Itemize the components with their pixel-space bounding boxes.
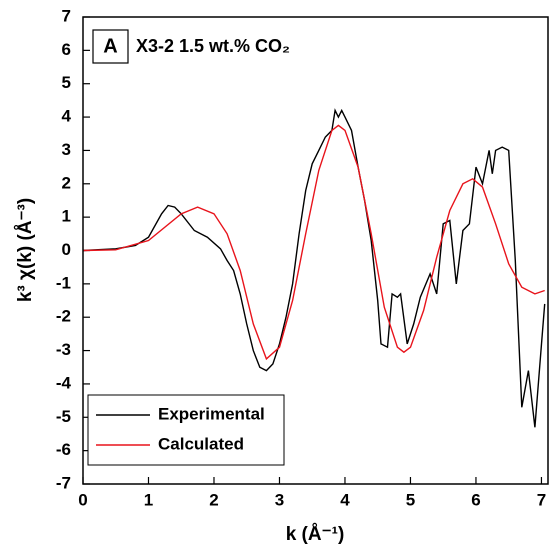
y-tick-label: -2 — [56, 307, 71, 326]
x-tick-label: 1 — [144, 490, 153, 509]
y-tick-label: -7 — [56, 473, 71, 492]
annotation-text: X3-2 1.5 wt.% CO₂ — [136, 36, 290, 56]
x-tick-label: 0 — [78, 490, 87, 509]
y-tick-label: -5 — [56, 407, 71, 426]
legend-box — [87, 394, 285, 466]
y-tick-label: 5 — [62, 73, 71, 92]
x-tick-label: 6 — [471, 490, 480, 509]
y-tick-label: -3 — [56, 340, 71, 359]
y-tick-label: 1 — [62, 207, 71, 226]
x-tick-label: 7 — [537, 490, 546, 509]
legend-label: Experimental — [158, 404, 265, 423]
y-tick-label: 0 — [62, 240, 71, 259]
x-tick-label: 3 — [275, 490, 284, 509]
y-tick-label: 4 — [62, 107, 72, 126]
legend-label: Calculated — [158, 434, 244, 453]
series-line — [82, 108, 546, 428]
y-tick-label: -4 — [56, 373, 72, 392]
series-line — [82, 124, 545, 361]
y-tick-label: 6 — [62, 40, 71, 59]
y-tick-label: 7 — [62, 6, 71, 25]
annotation-label: A — [103, 35, 117, 57]
x-tick-label: 4 — [340, 490, 350, 509]
x-axis-label: k (Å⁻¹) — [286, 524, 345, 545]
y-axis-label: k³ χ(k) (Å⁻³) — [15, 198, 36, 302]
y-tick-label: 3 — [62, 140, 71, 159]
plot-frame — [82, 16, 549, 485]
y-tick-label: -1 — [56, 273, 71, 292]
y-tick-label: -6 — [56, 440, 71, 459]
x-tick-label: 2 — [209, 490, 218, 509]
y-tick-label: 2 — [62, 173, 71, 192]
annotation-box — [92, 29, 129, 64]
x-tick-label: 5 — [406, 490, 415, 509]
